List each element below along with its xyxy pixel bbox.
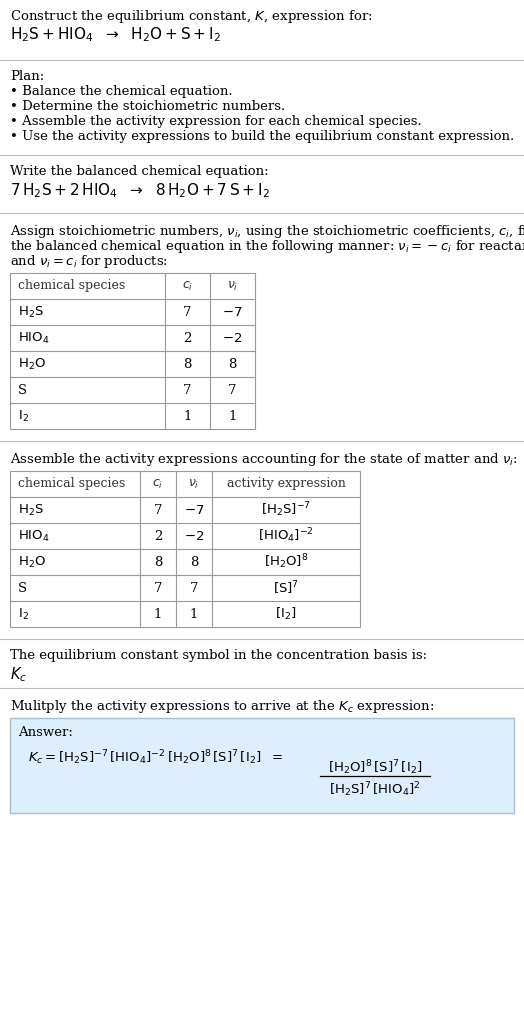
Text: $[\mathrm{HIO_4}]^{-2}$: $[\mathrm{HIO_4}]^{-2}$ — [258, 527, 314, 545]
Text: S: S — [18, 582, 27, 595]
Text: 1: 1 — [190, 607, 198, 620]
Text: $\mathrm{I_2}$: $\mathrm{I_2}$ — [18, 606, 29, 621]
Text: • Use the activity expressions to build the equilibrium constant expression.: • Use the activity expressions to build … — [10, 130, 514, 143]
Text: $\nu_i$: $\nu_i$ — [227, 280, 238, 293]
Text: 1: 1 — [228, 410, 237, 422]
Text: $\mathrm{I_2}$: $\mathrm{I_2}$ — [18, 409, 29, 423]
Text: $\mathrm{H_2O}$: $\mathrm{H_2O}$ — [18, 356, 46, 371]
Text: $\mathrm{HIO_4}$: $\mathrm{HIO_4}$ — [18, 331, 50, 346]
Text: • Determine the stoichiometric numbers.: • Determine the stoichiometric numbers. — [10, 100, 285, 113]
Text: 7: 7 — [190, 582, 198, 595]
Text: $[\mathrm{H_2O}]^{8}$: $[\mathrm{H_2O}]^{8}$ — [264, 552, 308, 572]
Text: $[\mathrm{H_2S}]^{7}\,[\mathrm{HIO_4}]^{2}$: $[\mathrm{H_2S}]^{7}\,[\mathrm{HIO_4}]^{… — [329, 780, 421, 798]
Text: $\mathrm{H_2O}$: $\mathrm{H_2O}$ — [18, 554, 46, 570]
Text: 1: 1 — [183, 410, 192, 422]
FancyBboxPatch shape — [10, 718, 514, 813]
Text: • Balance the chemical equation.: • Balance the chemical equation. — [10, 85, 233, 98]
FancyBboxPatch shape — [10, 471, 360, 627]
Text: $-2$: $-2$ — [184, 530, 204, 542]
Text: 7: 7 — [183, 305, 192, 318]
Text: $K_c = [\mathrm{H_2S}]^{-7}\,[\mathrm{HIO_4}]^{-2}\,[\mathrm{H_2O}]^{8}\,[\mathr: $K_c = [\mathrm{H_2S}]^{-7}\,[\mathrm{HI… — [28, 747, 283, 767]
Text: 7: 7 — [228, 383, 237, 397]
Text: $-7$: $-7$ — [184, 503, 204, 517]
Text: Plan:: Plan: — [10, 70, 44, 83]
Text: 7: 7 — [154, 503, 162, 517]
Text: and $\nu_i = c_i$ for products:: and $\nu_i = c_i$ for products: — [10, 253, 168, 270]
Text: $\nu_i$: $\nu_i$ — [188, 477, 200, 490]
Text: 1: 1 — [154, 607, 162, 620]
Text: 8: 8 — [183, 358, 192, 370]
Text: 7: 7 — [154, 582, 162, 595]
Text: • Assemble the activity expression for each chemical species.: • Assemble the activity expression for e… — [10, 115, 422, 128]
Text: $c_i$: $c_i$ — [182, 280, 193, 293]
Text: $-2$: $-2$ — [222, 332, 243, 345]
Text: $\mathrm{H_2S}$: $\mathrm{H_2S}$ — [18, 502, 44, 518]
Text: S: S — [18, 383, 27, 397]
Text: The equilibrium constant symbol in the concentration basis is:: The equilibrium constant symbol in the c… — [10, 649, 427, 662]
Text: Construct the equilibrium constant, $K$, expression for:: Construct the equilibrium constant, $K$,… — [10, 8, 373, 25]
Text: 2: 2 — [154, 530, 162, 542]
Text: 2: 2 — [183, 332, 192, 345]
Text: Assemble the activity expressions accounting for the state of matter and $\nu_i$: Assemble the activity expressions accoun… — [10, 451, 518, 468]
Text: 8: 8 — [154, 555, 162, 569]
Text: chemical species: chemical species — [18, 478, 125, 490]
Text: Assign stoichiometric numbers, $\nu_i$, using the stoichiometric coefficients, $: Assign stoichiometric numbers, $\nu_i$, … — [10, 223, 524, 240]
Text: chemical species: chemical species — [18, 280, 125, 293]
Text: $c_i$: $c_i$ — [152, 477, 163, 490]
Text: activity expression: activity expression — [226, 478, 345, 490]
Text: the balanced chemical equation in the following manner: $\nu_i = -c_i$ for react: the balanced chemical equation in the fo… — [10, 238, 524, 255]
Text: Mulitply the activity expressions to arrive at the $K_c$ expression:: Mulitply the activity expressions to arr… — [10, 698, 434, 715]
Text: $-7$: $-7$ — [222, 305, 243, 318]
Text: $[\mathrm{H_2S}]^{-7}$: $[\mathrm{H_2S}]^{-7}$ — [261, 500, 311, 520]
Text: 8: 8 — [190, 555, 198, 569]
Text: Write the balanced chemical equation:: Write the balanced chemical equation: — [10, 165, 269, 178]
Text: $7\,\mathrm{H_2S} + 2\,\mathrm{HIO_4}$  $\rightarrow$  $8\,\mathrm{H_2O} + 7\,\m: $7\,\mathrm{H_2S} + 2\,\mathrm{HIO_4}$ $… — [10, 181, 270, 199]
Text: $\mathrm{HIO_4}$: $\mathrm{HIO_4}$ — [18, 529, 50, 543]
Text: $K_c$: $K_c$ — [10, 665, 27, 683]
Text: $[\mathrm{S}]^{7}$: $[\mathrm{S}]^{7}$ — [273, 580, 299, 597]
Text: 7: 7 — [183, 383, 192, 397]
Text: $\mathrm{H_2S}$: $\mathrm{H_2S}$ — [18, 304, 44, 319]
FancyBboxPatch shape — [10, 273, 255, 429]
Text: Answer:: Answer: — [18, 726, 73, 739]
Text: 8: 8 — [228, 358, 237, 370]
Text: $[\mathrm{H_2O}]^{8}\,[\mathrm{S}]^{7}\,[\mathrm{I_2}]$: $[\mathrm{H_2O}]^{8}\,[\mathrm{S}]^{7}\,… — [328, 758, 422, 777]
Text: $[\mathrm{I_2}]$: $[\mathrm{I_2}]$ — [275, 606, 297, 622]
Text: $\mathrm{H_2S + HIO_4}$  $\rightarrow$  $\mathrm{H_2O + S + I_2}$: $\mathrm{H_2S + HIO_4}$ $\rightarrow$ $\… — [10, 25, 221, 44]
